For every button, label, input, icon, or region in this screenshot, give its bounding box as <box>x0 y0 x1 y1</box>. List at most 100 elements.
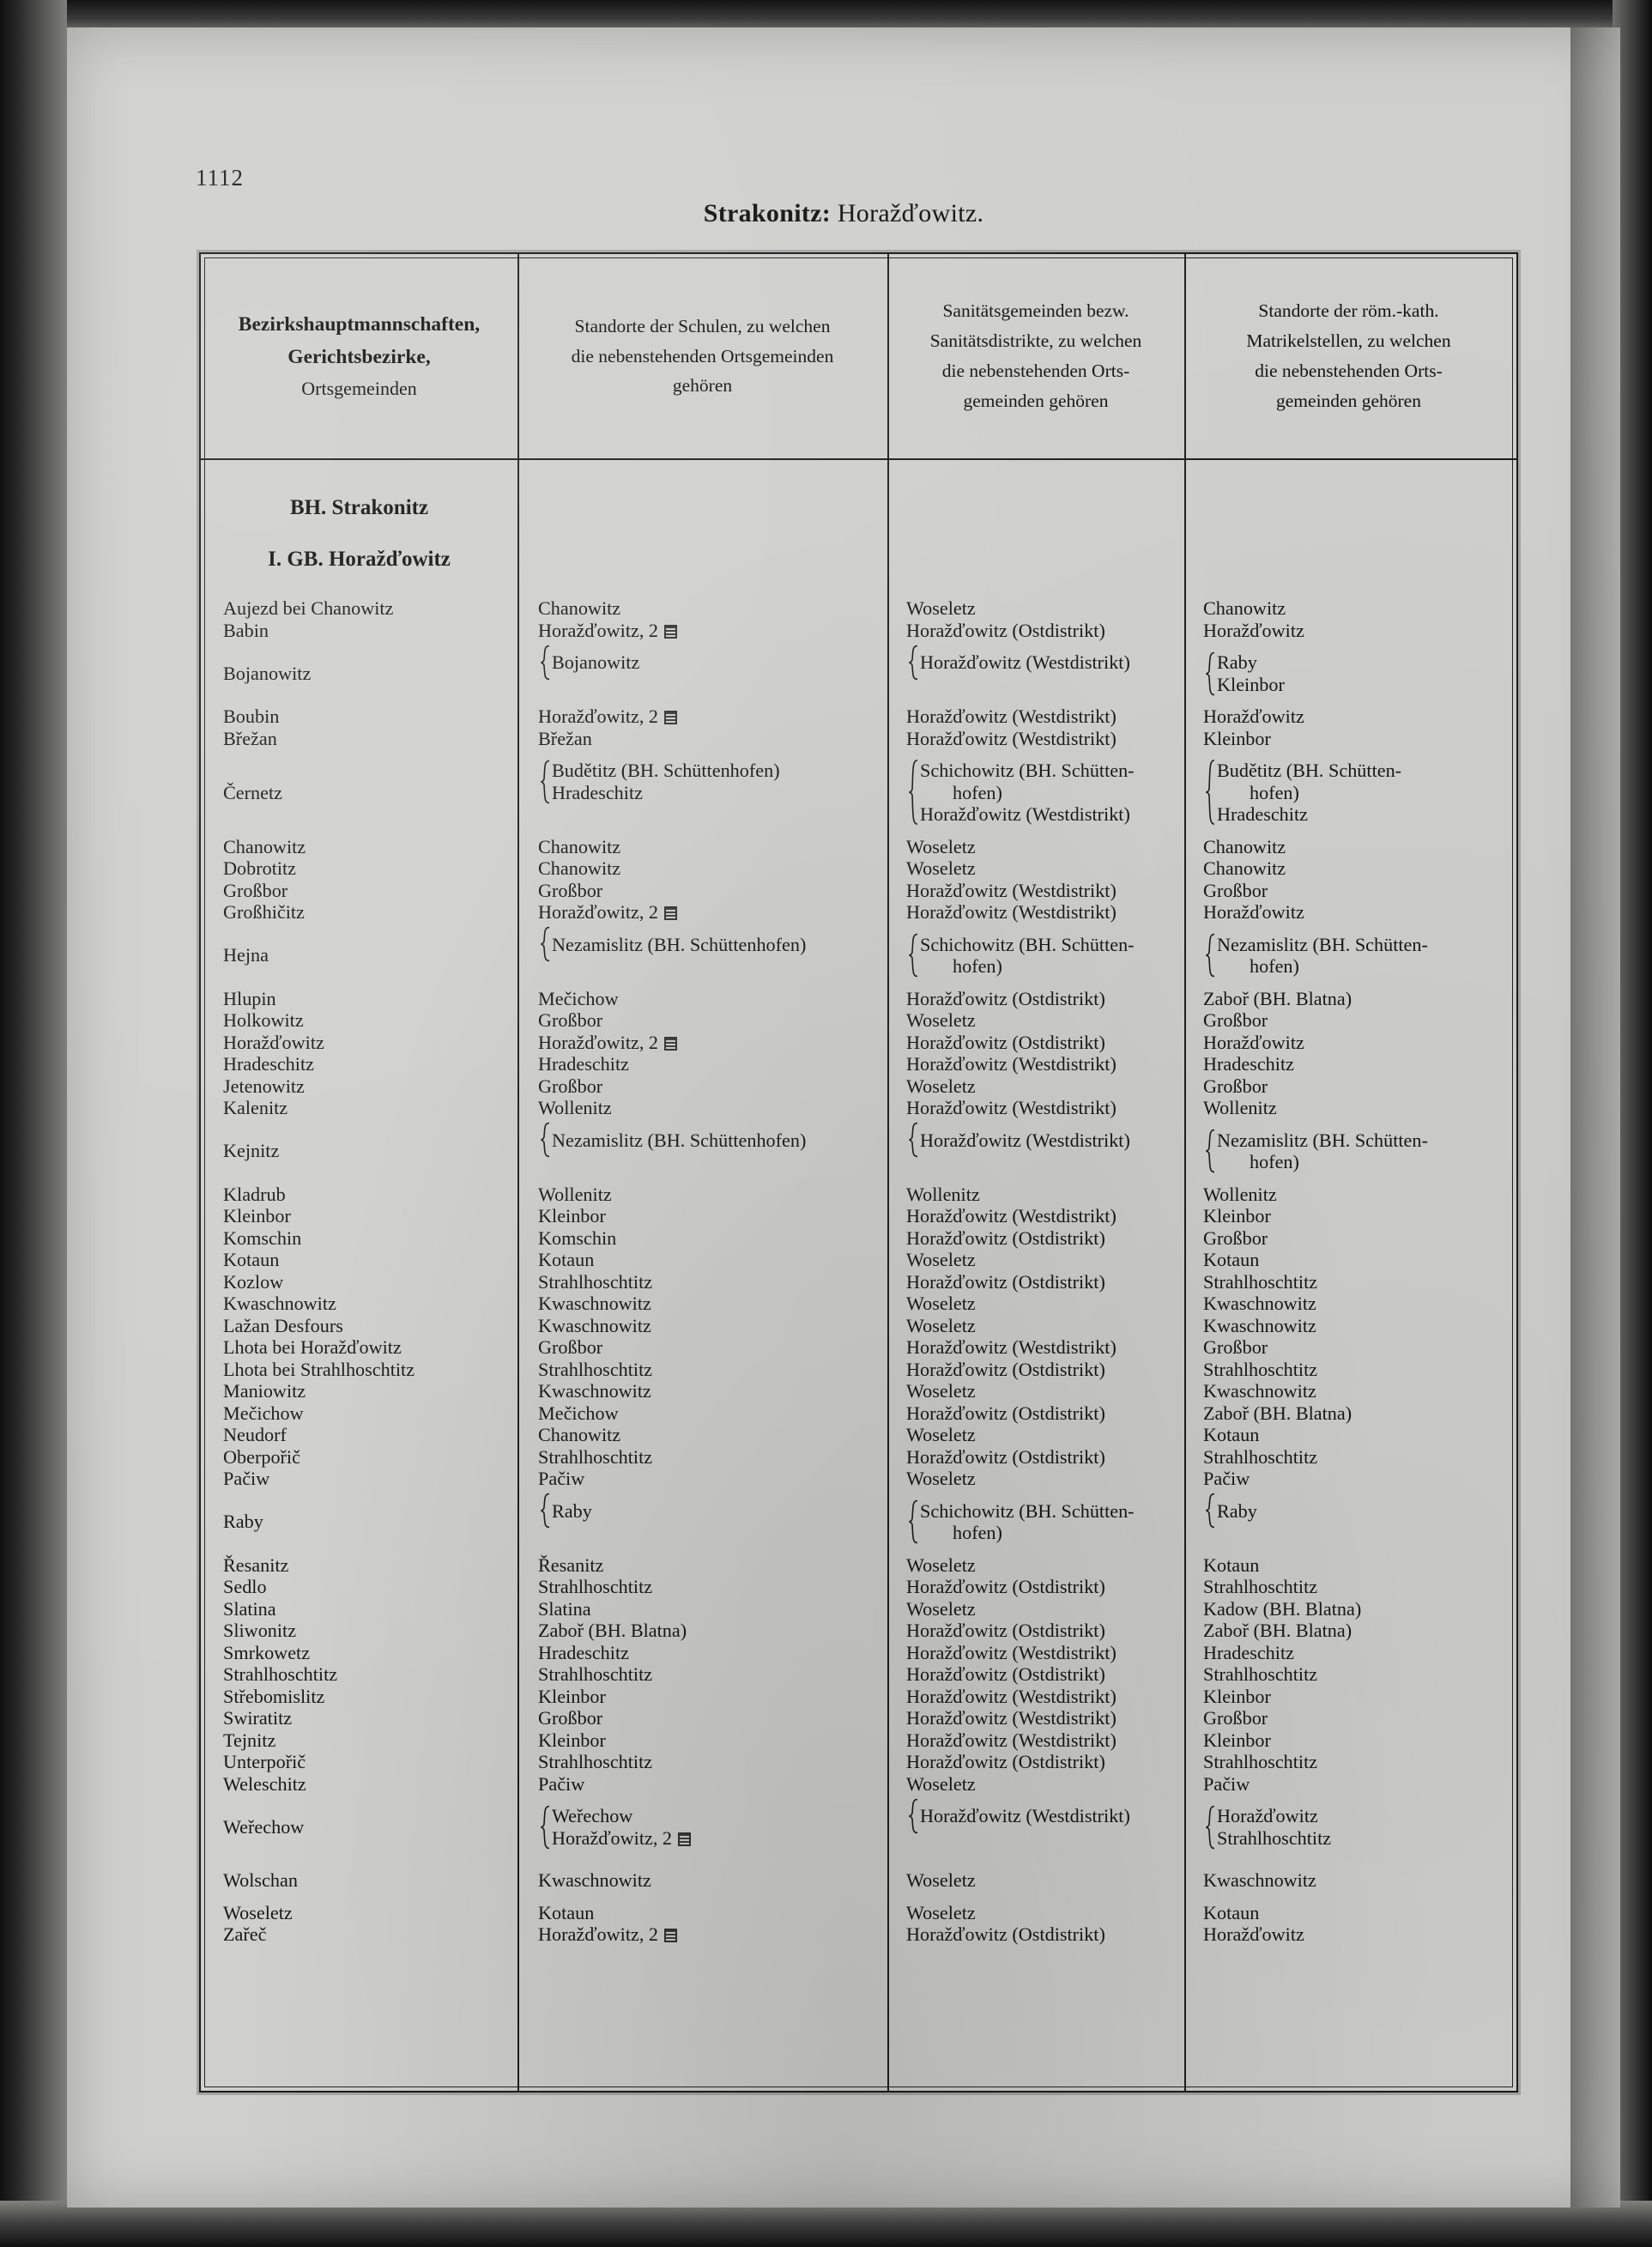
cell-line: Kleinbor <box>538 1729 606 1751</box>
cell-line: Großbor <box>1203 1707 1268 1729</box>
table-row: Komschin <box>517 1227 887 1250</box>
row-spacer <box>517 1119 887 1130</box>
table-row: Pačiw <box>517 1773 887 1796</box>
page-number: 1112 <box>196 165 244 191</box>
cell-line: Horažďowitz (Ostdistrikt) <box>906 1031 1105 1053</box>
cell-line: Großbor <box>1203 1009 1268 1031</box>
row-spacer <box>887 695 1184 706</box>
table-row: Chanowitz <box>1184 857 1513 880</box>
table-row: Horažďowitz (Ostdistrikt) <box>887 1751 1184 1773</box>
cell-line: Horažďowitz (Westdistrikt) <box>906 727 1116 749</box>
cell-line: Raby <box>223 1511 263 1533</box>
table-row: Břežan <box>517 728 887 750</box>
cell-line: Woseletz <box>906 835 976 857</box>
table-row: Großbor <box>1184 1707 1513 1729</box>
table-row: Kleinbor <box>1184 1729 1513 1752</box>
table-row: Horažďowitz (Westdistrikt) <box>887 1205 1184 1227</box>
cell-line: Břežan <box>538 727 592 749</box>
table-row: Großbor <box>517 1009 887 1032</box>
table-row: Holkowitz <box>201 1009 517 1032</box>
table-row: Kwaschnowitz <box>201 1293 517 1315</box>
row-spacer <box>517 1544 887 1554</box>
table-row: Jetenowitz <box>201 1075 517 1098</box>
header-line: Ortsgemeinden <box>301 378 417 400</box>
cell-line: Černetz <box>223 781 282 803</box>
table-row: Wollenitz <box>887 1184 1184 1206</box>
row-spacer <box>1184 1892 1513 1902</box>
row-spacer <box>517 1859 887 1869</box>
cell-line: Mečichow <box>223 1402 304 1424</box>
cell-line: Pačiw <box>1203 1772 1250 1795</box>
table-row: Strahlhoschtitz <box>1184 1271 1513 1293</box>
cell-line: Strahlhoschtitz <box>1203 1445 1318 1468</box>
row-spacer <box>201 641 517 651</box>
row-spacer <box>887 641 1184 651</box>
column-sanitary: Woseletz Horažďowitz (Ostdistrikt) Horažďo… <box>887 460 1184 2091</box>
cell-line: Lhota bei Strahlhoschtitz <box>223 1358 415 1380</box>
cell-line: Großbor <box>1203 1226 1268 1249</box>
municipality-rows: Aujezd bei Chanowitz Babin Bojanowitz Boubi… <box>201 597 517 1946</box>
table-row: Horažďowitz (Ostdistrikt) <box>887 1446 1184 1469</box>
scan-edge-left <box>0 0 67 2247</box>
table-row: Schichowitz (BH. Schütten-hofen) <box>887 934 1184 978</box>
cell-line: Kotaun <box>1203 1554 1260 1576</box>
cell-line: hofen) <box>1250 955 1299 977</box>
section-heading-gb: I. GB. Horažďowitz <box>268 548 451 571</box>
row-spacer <box>887 924 1184 934</box>
table-row: Nezamislitz (BH. Schüttenhofen) <box>517 927 887 978</box>
row-spacer <box>201 1892 517 1902</box>
cell-line: Kwaschnowitz <box>1203 1869 1316 1891</box>
school-book-icon <box>664 1929 678 1942</box>
table-row: Kwaschnowitz <box>1184 1869 1513 1892</box>
cell-line: Kotaun <box>1203 1424 1260 1445</box>
cell-line: Kejnitz <box>223 1140 280 1162</box>
cell-line: Großbor <box>538 1075 603 1097</box>
table-row: Řesanitz <box>201 1554 517 1577</box>
table-row: Chanowitz <box>517 857 887 880</box>
cell-line: hofen) <box>953 955 1002 977</box>
cell-line: Kozlow <box>223 1270 284 1293</box>
grouping-brace-icon <box>540 1493 551 1529</box>
table-row: Černetz <box>201 760 517 826</box>
row-spacer <box>517 1173 887 1184</box>
row-spacer <box>887 1544 1184 1554</box>
cell-line: Raby <box>1217 1499 1257 1522</box>
cell-line: Horažďowitz <box>1203 706 1304 727</box>
cell-line: Hradeschitz <box>1217 803 1308 825</box>
table-row: Bojanowitz <box>201 651 517 695</box>
column-header-municipalities: Bezirkshauptmannschaften, Gerichtsbezirk… <box>201 254 517 458</box>
table-row: Horažďowitz (Ostdistrikt) <box>887 1663 1184 1686</box>
table-body: BH. Strakonitz I. GB. Horažďowitz Aujezd… <box>201 460 1516 2091</box>
table-row: Großbor <box>1184 1227 1513 1250</box>
table-row: Chanowitz <box>517 1424 887 1446</box>
cell-line: Hlupin <box>223 987 276 1009</box>
cell-line: Kleinbor <box>223 1205 291 1226</box>
cell-line: Kwaschnowitz <box>1203 1314 1316 1336</box>
cell-line: Kwaschnowitz <box>538 1380 651 1402</box>
table-row: Slatina <box>201 1598 517 1620</box>
table-row: Strahlhoschtitz <box>1184 1576 1513 1598</box>
cell-line: Großbor <box>1203 1336 1268 1358</box>
page-title: Strakonitz: Horažďowitz. <box>67 199 1620 228</box>
cell-line: Komschin <box>538 1226 617 1249</box>
cell-line: Hradeschitz <box>538 1641 629 1663</box>
cell-line: Schichowitz (BH. Schütten- <box>920 933 1135 955</box>
cell-line: Horažďowitz (Ostdistrikt) <box>906 1923 1105 1945</box>
table-row: Pačiw <box>201 1468 517 1490</box>
table-row: Horažďowitz (Ostdistrikt) <box>887 1402 1184 1425</box>
sanitary-rows: Woseletz Horažďowitz (Ostdistrikt) Horažďo… <box>887 597 1184 1946</box>
row-spacer <box>517 1892 887 1902</box>
table-row: Großbor <box>517 1336 887 1359</box>
table-row: Horažďowitz (Ostdistrikt) <box>887 1923 1184 1946</box>
school-book-icon <box>664 1036 678 1051</box>
table-row: Hlupin <box>201 988 517 1010</box>
row-spacer <box>517 1490 887 1500</box>
table-row: Woseletz <box>887 597 1184 620</box>
cell-line: Horažďowitz (Ostdistrikt) <box>906 619 1105 641</box>
row-spacer <box>887 1119 1184 1130</box>
cell-line: Chanowitz <box>1203 597 1286 619</box>
cell-line: Hradeschitz <box>1203 1641 1294 1663</box>
cell-line: Břežan <box>223 727 277 749</box>
table-row: Strahlhoschtitz <box>517 1359 887 1381</box>
table-row: Sedlo <box>201 1576 517 1598</box>
